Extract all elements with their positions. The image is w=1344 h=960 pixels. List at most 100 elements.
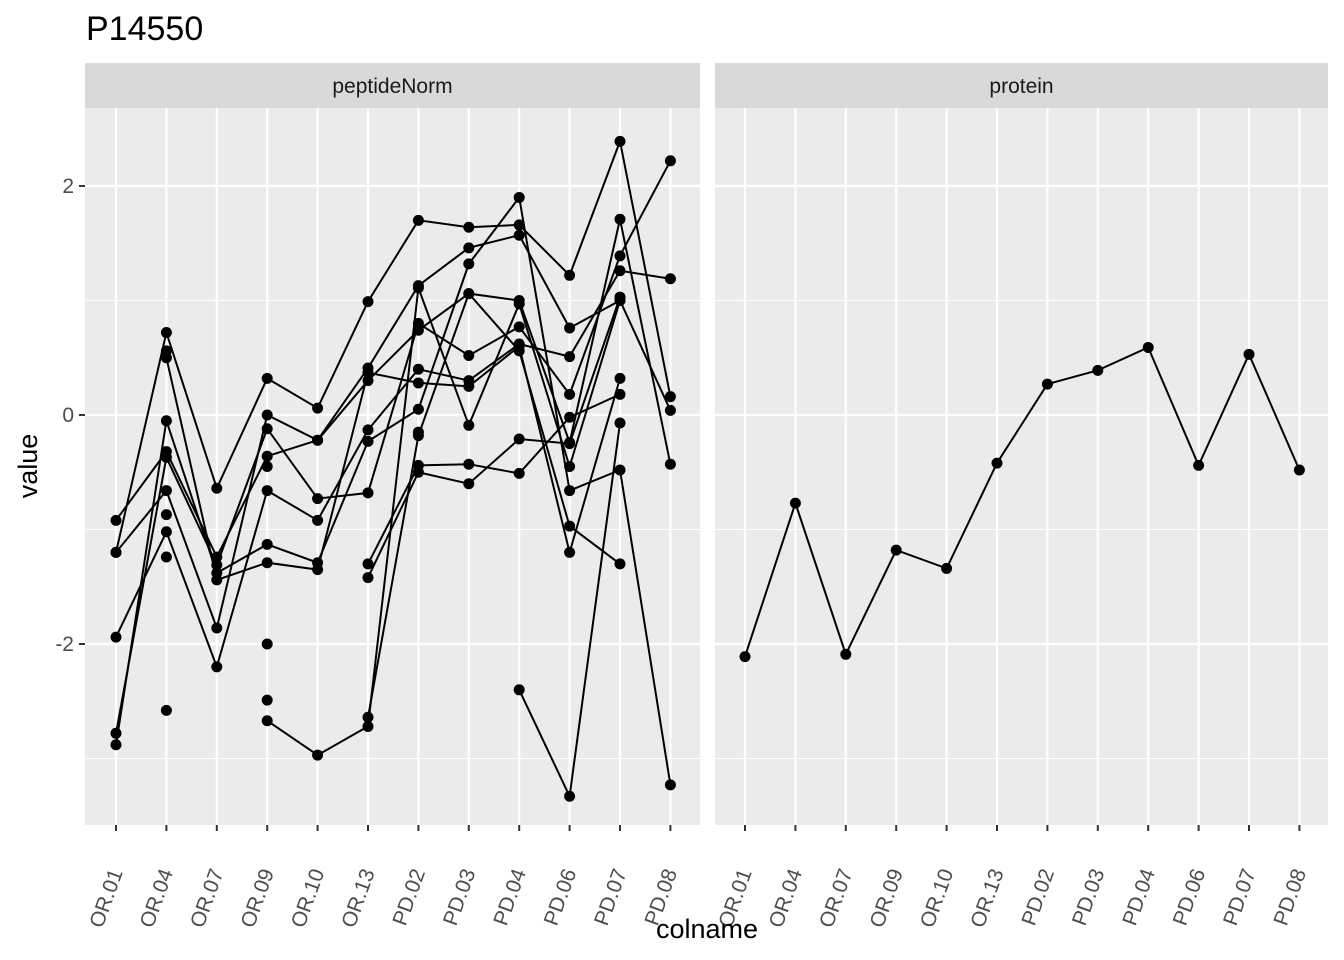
strip-background	[715, 63, 1328, 108]
data-point	[513, 229, 525, 241]
data-point	[840, 648, 852, 660]
data-point	[362, 435, 374, 447]
x-tick-label: OR.07	[186, 866, 228, 931]
series-line	[115, 137, 672, 553]
panel-background	[85, 108, 700, 825]
x-tick-label: OR.07	[815, 866, 857, 931]
data-point	[463, 221, 475, 233]
data-point	[261, 638, 273, 650]
data-point	[614, 250, 626, 262]
data-point	[261, 694, 273, 706]
series-line	[744, 346, 1301, 657]
panel-protein: protein OR.01 OR.04 OR.07 OR.09 OR.10 OR.13 PD…	[714, 63, 1328, 931]
data-point	[564, 438, 576, 450]
x-tick-label: PD.04	[1118, 866, 1160, 929]
data-point	[463, 458, 475, 470]
strip-background	[85, 63, 700, 108]
data-point	[160, 704, 172, 716]
data-point	[362, 296, 374, 308]
x-tick-label: PD.02	[389, 866, 431, 929]
data-point	[513, 321, 525, 333]
series-line	[115, 218, 672, 632]
data-point	[664, 458, 676, 470]
data-point	[564, 322, 576, 334]
data-point	[1092, 364, 1104, 376]
x-tick-label: PD.06	[540, 866, 582, 929]
x-tick-label: PD.08	[1270, 866, 1312, 929]
data-point	[614, 388, 626, 400]
data-point	[739, 651, 751, 663]
data-point	[614, 295, 626, 306]
data-point	[211, 622, 223, 634]
data-point	[412, 466, 424, 478]
series-line	[266, 287, 621, 757]
y-tick-label: 0	[62, 404, 74, 427]
data-point	[261, 423, 273, 435]
data-point	[362, 375, 374, 387]
data-point	[261, 715, 273, 727]
data-point	[211, 559, 223, 571]
data-point	[564, 351, 576, 363]
x-tick-label: OR.01	[85, 866, 127, 931]
data-point	[160, 509, 172, 521]
x-axis-ticks: OR.01 OR.04 OR.07 OR.09 OR.10 OR.13 PD.02 PD.03…	[85, 825, 682, 931]
data-point	[261, 485, 273, 497]
data-point	[564, 461, 576, 473]
panel-peptidenorm: peptideNorm OR.01 OR.04 OR.07 OR.09 OR.10 OR.…	[85, 63, 700, 931]
data-point	[614, 558, 626, 570]
data-point	[463, 380, 475, 392]
data-point	[614, 417, 626, 429]
x-tick-label: PD.06	[1169, 866, 1211, 929]
data-point	[312, 434, 324, 446]
data-point	[1142, 341, 1154, 353]
chart-title: P14550	[86, 10, 203, 48]
data-point	[261, 557, 273, 569]
data-point	[110, 739, 122, 751]
series-points	[110, 135, 676, 802]
data-point	[614, 265, 626, 277]
strip-label-protein: protein	[989, 75, 1053, 98]
x-tick-label: PD.04	[489, 866, 531, 929]
data-point	[614, 372, 626, 384]
data-point	[261, 450, 273, 462]
data-point	[564, 269, 576, 281]
data-point	[991, 457, 1003, 469]
x-axis-ticks: OR.01 OR.04 OR.07 OR.09 OR.10 OR.13 PD.02 PD.03…	[714, 825, 1311, 931]
data-point	[564, 485, 576, 497]
series-lines	[115, 137, 672, 800]
data-point	[312, 749, 324, 761]
x-tick-label: PD.07	[590, 866, 632, 929]
x-tick-label: OR.10	[916, 866, 958, 931]
data-point	[412, 317, 424, 329]
data-point	[1193, 459, 1205, 471]
y-tick-label: 2	[62, 175, 74, 198]
data-point	[941, 562, 953, 574]
data-point	[463, 258, 475, 270]
data-point	[261, 409, 273, 421]
data-point	[664, 391, 676, 403]
data-point	[412, 363, 424, 375]
x-tick-label: PD.03	[1068, 866, 1110, 929]
data-point	[312, 493, 324, 505]
data-point	[412, 282, 424, 294]
series-line	[367, 296, 621, 579]
data-point	[160, 327, 172, 339]
data-point	[564, 546, 576, 558]
data-point	[1243, 348, 1255, 360]
data-point	[513, 467, 525, 479]
data-point	[211, 661, 223, 673]
data-point	[1293, 464, 1305, 476]
strip-label-peptidenorm: peptideNorm	[332, 75, 452, 98]
data-point	[160, 345, 172, 357]
data-point	[564, 411, 576, 423]
data-point	[412, 426, 424, 438]
series-points	[739, 341, 1305, 663]
x-tick-label: PD.02	[1018, 866, 1060, 929]
data-point	[160, 415, 172, 427]
data-point	[614, 213, 626, 225]
series-line	[367, 291, 621, 718]
x-tick-label: OR.10	[287, 866, 329, 931]
x-tick-label: OR.13	[337, 866, 379, 931]
x-tick-label: OR.13	[966, 866, 1008, 931]
